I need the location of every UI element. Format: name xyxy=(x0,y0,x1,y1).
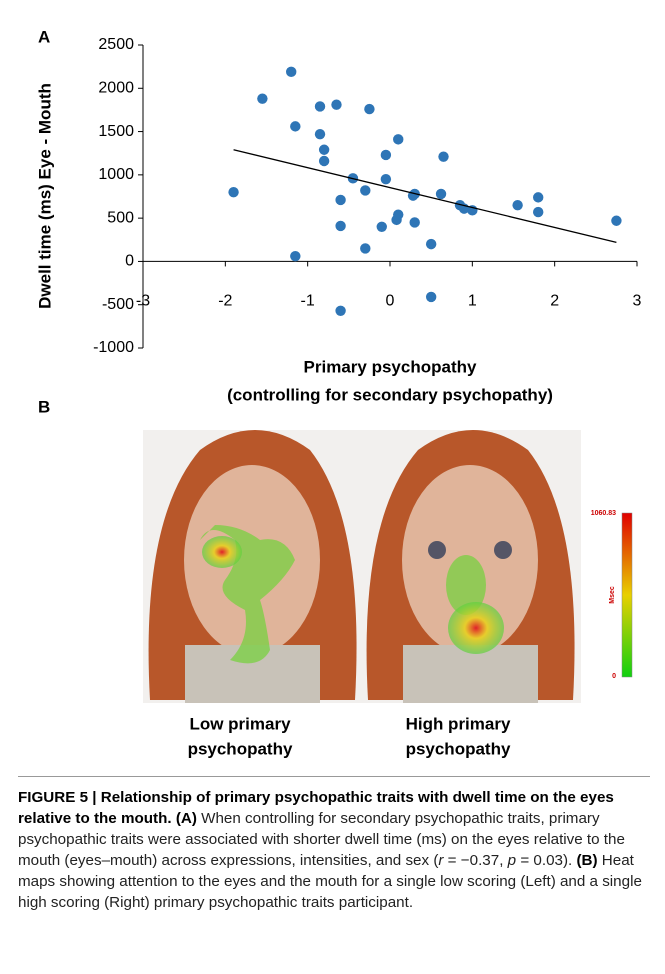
y-tick-label: -1000 xyxy=(93,339,134,356)
image-caption: Low primary xyxy=(189,714,291,733)
point xyxy=(290,251,300,261)
y-axis-label: Dwell time (ms) Eye - Mouth xyxy=(35,83,54,309)
y-tick-label: 1000 xyxy=(98,166,134,183)
scale-unit: Msec xyxy=(609,586,616,604)
y-tick-label: 2000 xyxy=(98,80,134,97)
scale-max: 1060.83 xyxy=(591,510,616,517)
x-axis-label: (controlling for secondary psychopathy) xyxy=(227,385,553,404)
face-image xyxy=(362,430,581,703)
point xyxy=(290,121,300,131)
point xyxy=(381,174,391,184)
point xyxy=(315,101,325,111)
point xyxy=(335,221,345,231)
point xyxy=(512,200,522,210)
point xyxy=(335,195,345,205)
image-caption: psychopathy xyxy=(188,739,293,758)
caption-label: (A) xyxy=(176,810,197,827)
x-axis-label: Primary psychopathy xyxy=(304,357,477,376)
figure: A B Dwell time (ms) Eye - Mouth Primary … xyxy=(0,0,665,770)
point xyxy=(331,100,341,110)
caption-symbol: p xyxy=(508,852,516,869)
point xyxy=(315,129,325,139)
image-caption: psychopathy xyxy=(406,739,511,758)
x-tick-label: 1 xyxy=(468,293,477,310)
point xyxy=(436,189,446,199)
color-scale xyxy=(622,513,632,677)
y-tick-label: 2500 xyxy=(98,36,134,53)
y-tick-label: 500 xyxy=(107,209,134,226)
y-tick-label: 0 xyxy=(125,253,134,270)
point xyxy=(228,187,238,197)
point xyxy=(360,243,370,253)
panel-label: B xyxy=(38,397,50,416)
panel-label: A xyxy=(38,27,50,46)
point xyxy=(410,217,420,227)
image-caption: High primary xyxy=(406,714,511,733)
point xyxy=(391,215,401,225)
point xyxy=(533,207,543,217)
x-tick-label: -2 xyxy=(218,293,232,310)
face-image xyxy=(143,430,362,703)
point xyxy=(377,222,387,232)
plot: -1000 -500 0 500 1000 1500 2000 2500 -3 -2 -1 0 1 2 3 xyxy=(93,36,641,356)
point xyxy=(533,192,543,202)
point xyxy=(611,216,621,226)
x-tick-label: -1 xyxy=(301,293,315,310)
point xyxy=(286,67,296,77)
x-tick-label: 0 xyxy=(386,293,395,310)
x-tick-label: 2 xyxy=(550,293,559,310)
x-tick-label: -3 xyxy=(136,293,150,310)
point xyxy=(257,93,267,103)
point xyxy=(319,145,329,155)
y-tick-label: 1500 xyxy=(98,123,134,140)
point xyxy=(360,185,370,195)
x-tick-label: 3 xyxy=(633,293,642,310)
figure-caption: FIGURE 5 | Relationship of primary psych… xyxy=(18,776,650,913)
scale-min: 0 xyxy=(612,673,616,680)
page: A B Dwell time (ms) Eye - Mouth Primary … xyxy=(0,0,665,974)
point xyxy=(438,151,448,161)
point xyxy=(393,134,403,144)
caption-text: = 0.03). xyxy=(516,852,576,869)
caption-label: (B) xyxy=(576,852,597,869)
point xyxy=(426,292,436,302)
point xyxy=(319,156,329,166)
trend-line xyxy=(234,150,617,243)
y-tick-label: -500 xyxy=(102,296,134,313)
point xyxy=(335,306,345,316)
caption-text: = −0.37, xyxy=(443,852,507,869)
point xyxy=(426,239,436,249)
point xyxy=(381,150,391,160)
point xyxy=(364,104,374,114)
